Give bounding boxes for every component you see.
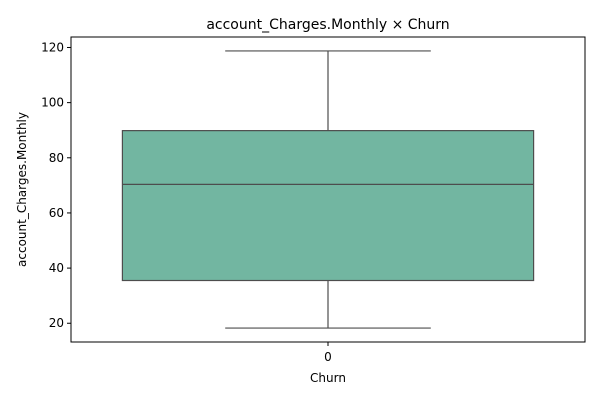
y-tick-label: 80 bbox=[49, 151, 64, 165]
y-tick-label: 60 bbox=[49, 206, 64, 220]
y-tick-label: 120 bbox=[41, 40, 64, 54]
x-axis: 0 bbox=[324, 342, 332, 364]
x-tick-label: 0 bbox=[324, 350, 332, 364]
chart-title: account_Charges.Monthly × Churn bbox=[206, 17, 449, 33]
box-iqr bbox=[121, 130, 535, 282]
y-axis: 20 40 60 80 100 120 bbox=[41, 40, 71, 330]
y-tick-label: 100 bbox=[41, 96, 64, 110]
y-tick-label: 20 bbox=[49, 316, 64, 330]
y-tick-label: 40 bbox=[49, 261, 64, 275]
plot-area bbox=[121, 50, 535, 329]
x-axis-label: Churn bbox=[310, 371, 346, 385]
y-axis-label: account_Charges.Monthly bbox=[15, 112, 29, 267]
